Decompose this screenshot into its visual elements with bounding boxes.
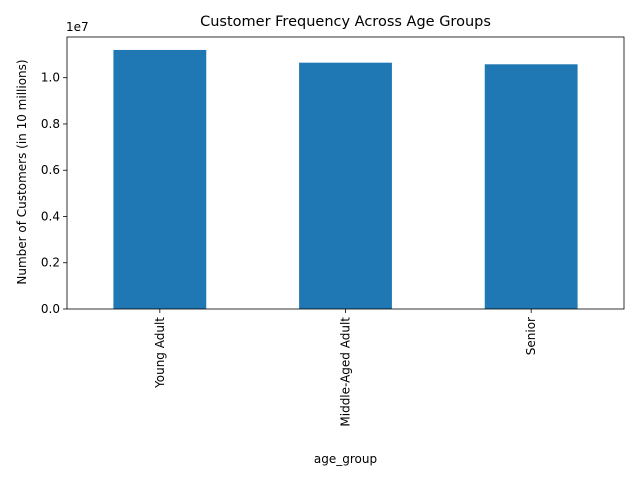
y-axis-ticks: 0.0 0.2 0.4 0.6 0.8 1.0 xyxy=(41,71,67,316)
chart-title: Customer Frequency Across Age Groups xyxy=(200,14,491,30)
x-tick-label: Middle-Aged Adult xyxy=(339,317,353,427)
axes-spines xyxy=(66,36,625,310)
x-axis-ticks: Young Adult Middle-Aged Adult Senior xyxy=(153,309,538,427)
y-axis-label: Number of Customers (in 10 millions) xyxy=(15,59,29,284)
x-tick-label: Young Adult xyxy=(153,317,167,389)
y-offset-text: 1e7 xyxy=(66,20,89,34)
y-tick-label: 0.8 xyxy=(41,117,60,131)
y-tick-label: 0.0 xyxy=(41,302,60,316)
y-tick-label: 0.4 xyxy=(41,209,60,223)
bar xyxy=(299,62,392,310)
y-tick-label: 0.6 xyxy=(41,163,60,177)
bar xyxy=(113,49,207,309)
bars-group xyxy=(113,49,578,310)
x-axis-label: age_group xyxy=(314,452,377,466)
y-tick-label: 0.2 xyxy=(41,256,60,270)
axes-frame xyxy=(66,36,625,310)
y-tick-label: 1.0 xyxy=(41,71,60,85)
bar xyxy=(484,64,578,310)
x-tick-label: Senior xyxy=(524,317,538,355)
